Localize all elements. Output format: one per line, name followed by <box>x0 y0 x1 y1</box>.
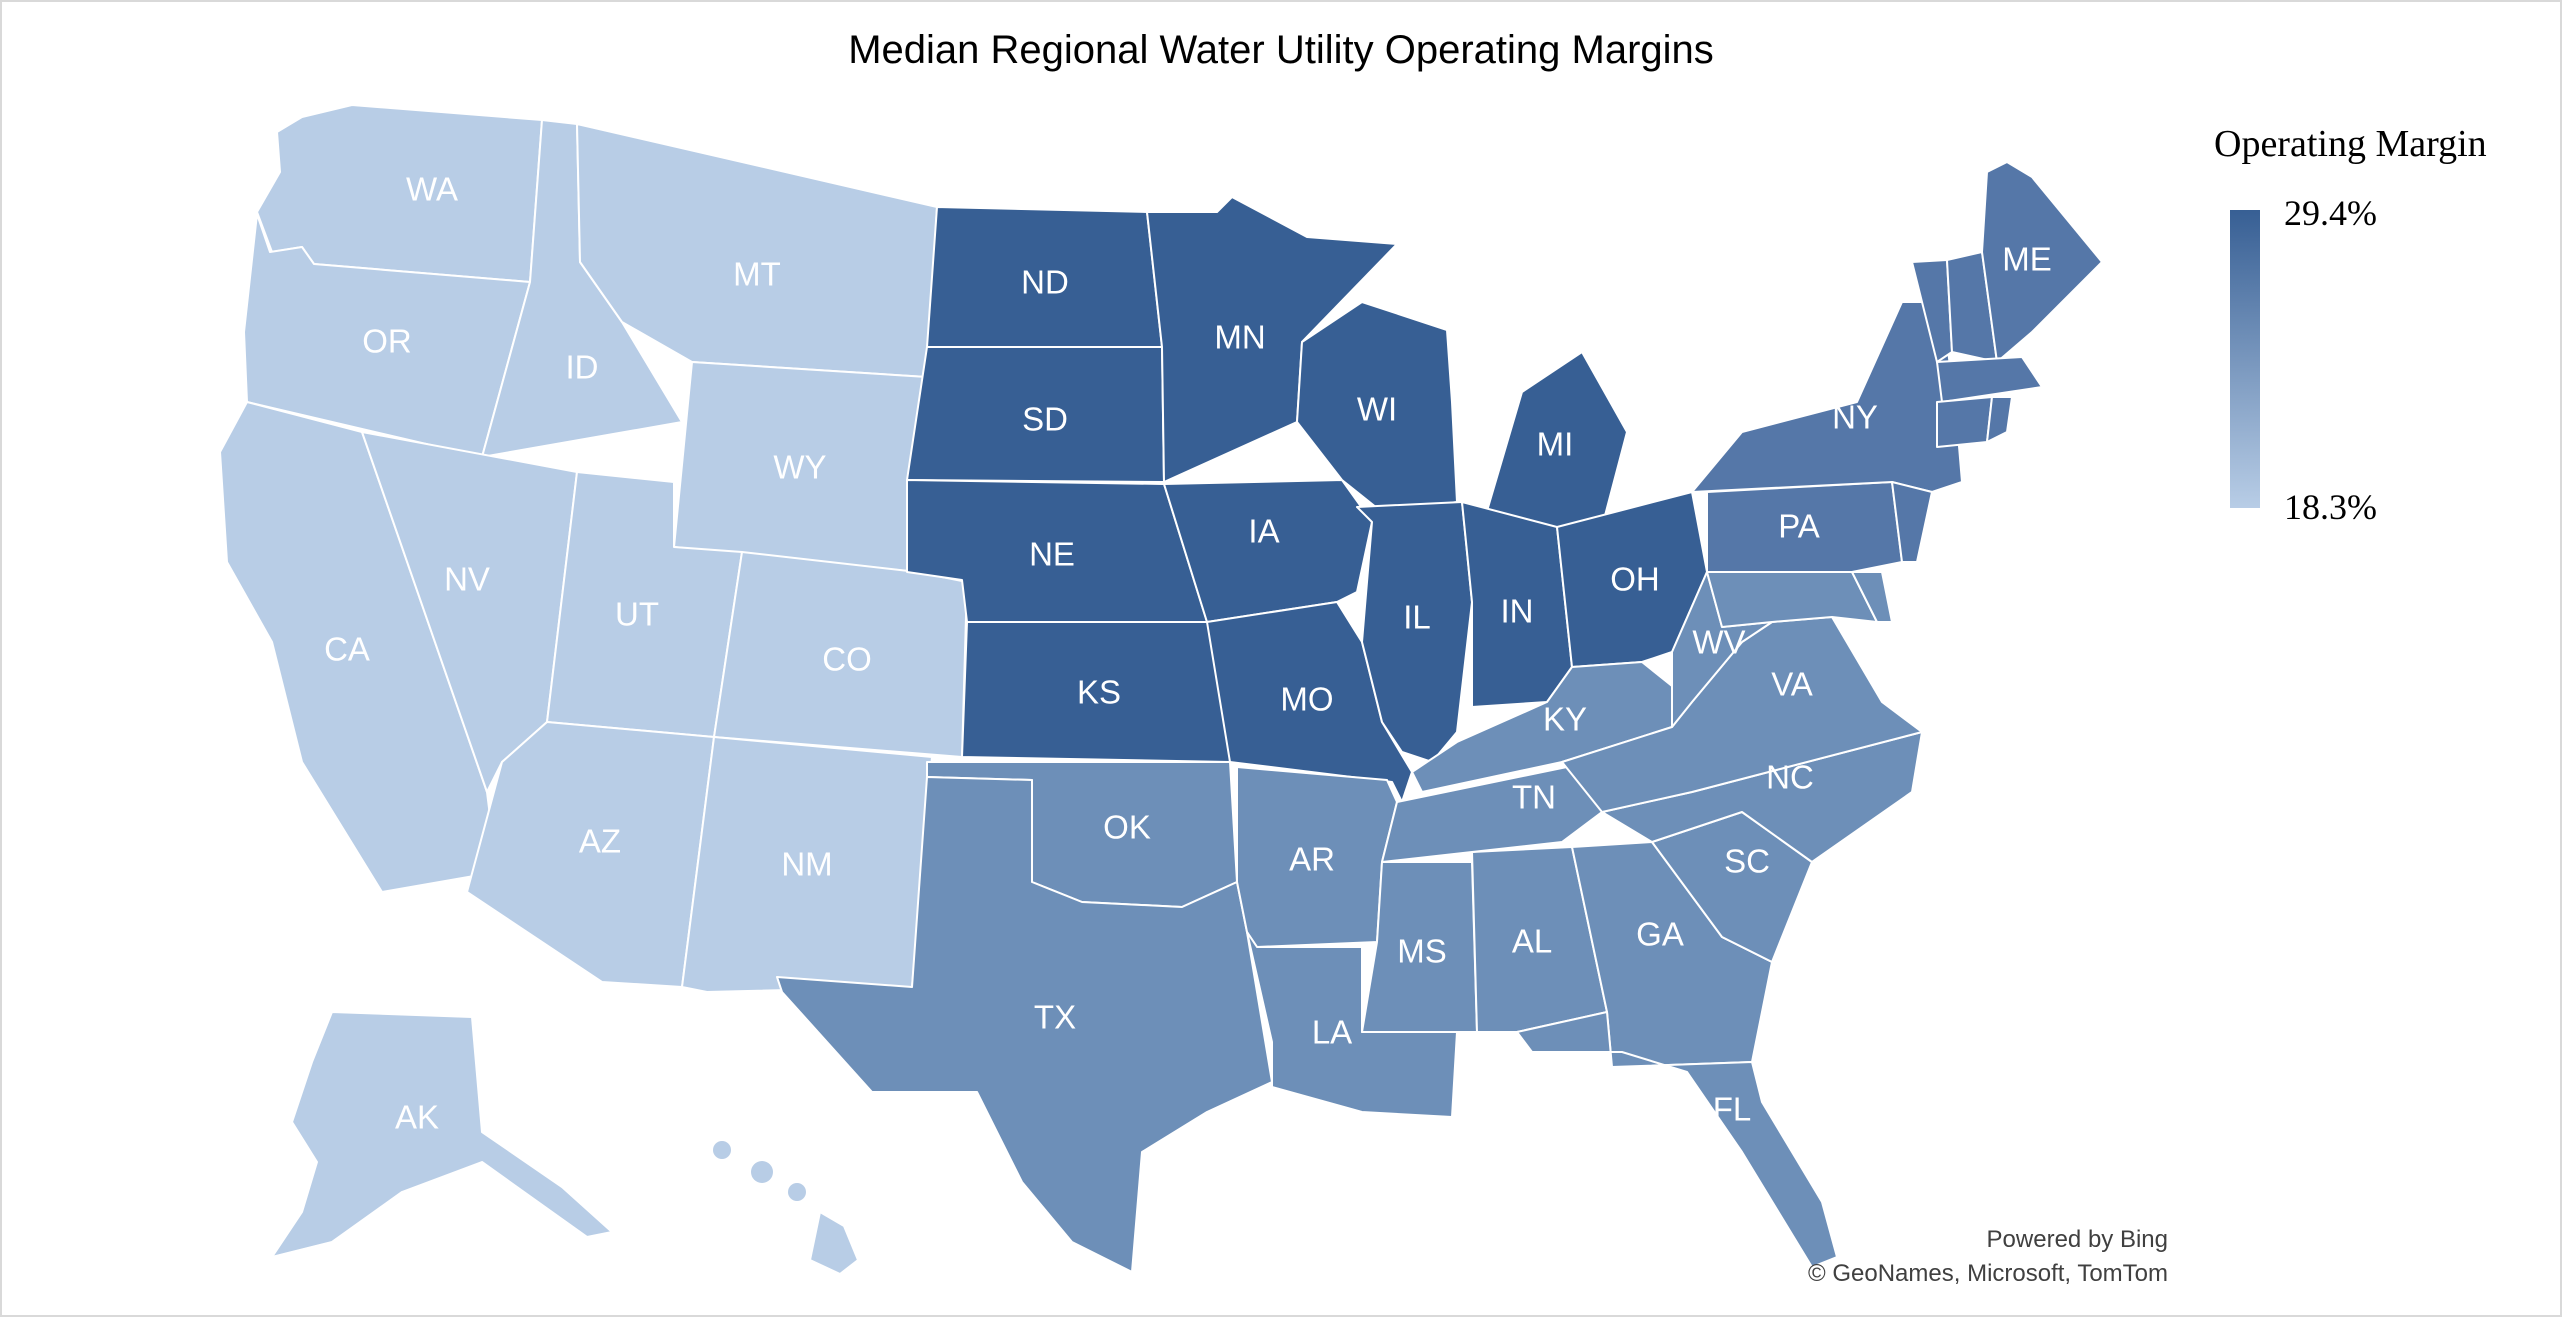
state-label-il: IL <box>1403 599 1431 636</box>
state-label-ny: NY <box>1832 399 1878 436</box>
state-ak <box>271 1011 613 1258</box>
state-label-wa: WA <box>406 171 458 208</box>
state-label-ca: CA <box>324 631 370 668</box>
state-label-ga: GA <box>1636 916 1684 953</box>
state-ky <box>1411 661 1693 793</box>
legend-min-label: 18.3% <box>2284 487 2377 527</box>
state-label-mn: MN <box>1214 319 1265 356</box>
state-label-mi: MI <box>1537 426 1574 463</box>
hawaii-island <box>713 1141 731 1159</box>
state-label-ky: KY <box>1543 701 1587 738</box>
state-label-sc: SC <box>1724 843 1770 880</box>
state-label-nv: NV <box>444 561 490 598</box>
state-label-nd: ND <box>1021 264 1069 301</box>
state-fl <box>1516 1011 1838 1268</box>
state-hi <box>809 1211 859 1275</box>
state-label-wi: WI <box>1357 391 1397 428</box>
state-label-az: AZ <box>579 823 621 860</box>
states-layer <box>219 104 2103 1275</box>
state-ma <box>1936 356 2043 403</box>
state-label-or: OR <box>362 323 412 360</box>
state-label-la: LA <box>1312 1014 1352 1051</box>
state-label-oh: OH <box>1610 561 1660 598</box>
state-label-tn: TN <box>1512 779 1556 816</box>
state-la <box>1246 931 1458 1118</box>
hawaii-island <box>788 1183 806 1201</box>
state-label-tx: TX <box>1034 999 1076 1036</box>
state-label-mo: MO <box>1280 681 1333 718</box>
state-label-ar: AR <box>1289 841 1335 878</box>
state-label-mt: MT <box>733 256 781 293</box>
state-ri <box>1986 396 2013 443</box>
state-label-sd: SD <box>1022 401 1068 438</box>
state-label-nm: NM <box>781 846 832 883</box>
state-label-in: IN <box>1501 593 1534 630</box>
state-label-pa: PA <box>1778 508 1820 545</box>
chart-title: Median Regional Water Utility Operating … <box>848 28 1714 72</box>
attribution-powered-by: Powered by Bing <box>1986 1226 2168 1253</box>
legend-max-label: 29.4% <box>2284 193 2377 233</box>
state-ny <box>1691 301 1963 493</box>
state-label-me: ME <box>2002 241 2052 278</box>
state-label-wy: WY <box>773 449 826 486</box>
state-me <box>1981 161 2103 363</box>
state-md <box>1706 571 1878 628</box>
state-label-fl: FL <box>1713 1091 1752 1128</box>
attribution-copyright: © GeoNames, Microsoft, TomTom <box>1808 1260 2168 1287</box>
state-mn <box>1146 196 1398 483</box>
state-label-wv: WV <box>1692 624 1745 661</box>
hawaii-island <box>751 1161 773 1183</box>
state-label-ia: IA <box>1248 513 1279 550</box>
state-label-ok: OK <box>1103 809 1151 846</box>
state-label-ks: KS <box>1077 674 1121 711</box>
state-label-ms: MS <box>1397 933 1447 970</box>
state-label-ne: NE <box>1029 536 1075 573</box>
state-label-al: AL <box>1512 923 1552 960</box>
state-label-nc: NC <box>1766 759 1814 796</box>
legend-title: Operating Margin <box>2214 123 2487 165</box>
state-de <box>1851 571 1893 623</box>
attribution: Powered by Bing © GeoNames, Microsoft, T… <box>1808 1223 2168 1291</box>
state-labels-layer: WA OR CA ID NV MT WY UT CO AZ NM AK ND SD NE KS MN IA MO WI… <box>324 171 2052 1136</box>
state-label-id: ID <box>566 349 599 386</box>
state-label-ak: AK <box>395 1099 439 1136</box>
state-label-ut: UT <box>615 596 659 633</box>
state-nj <box>1891 481 1933 563</box>
legend-gradient-bar <box>2230 210 2260 508</box>
state-label-co: CO <box>822 641 872 678</box>
state-ct <box>1936 396 1993 448</box>
state-label-va: VA <box>1771 666 1813 703</box>
